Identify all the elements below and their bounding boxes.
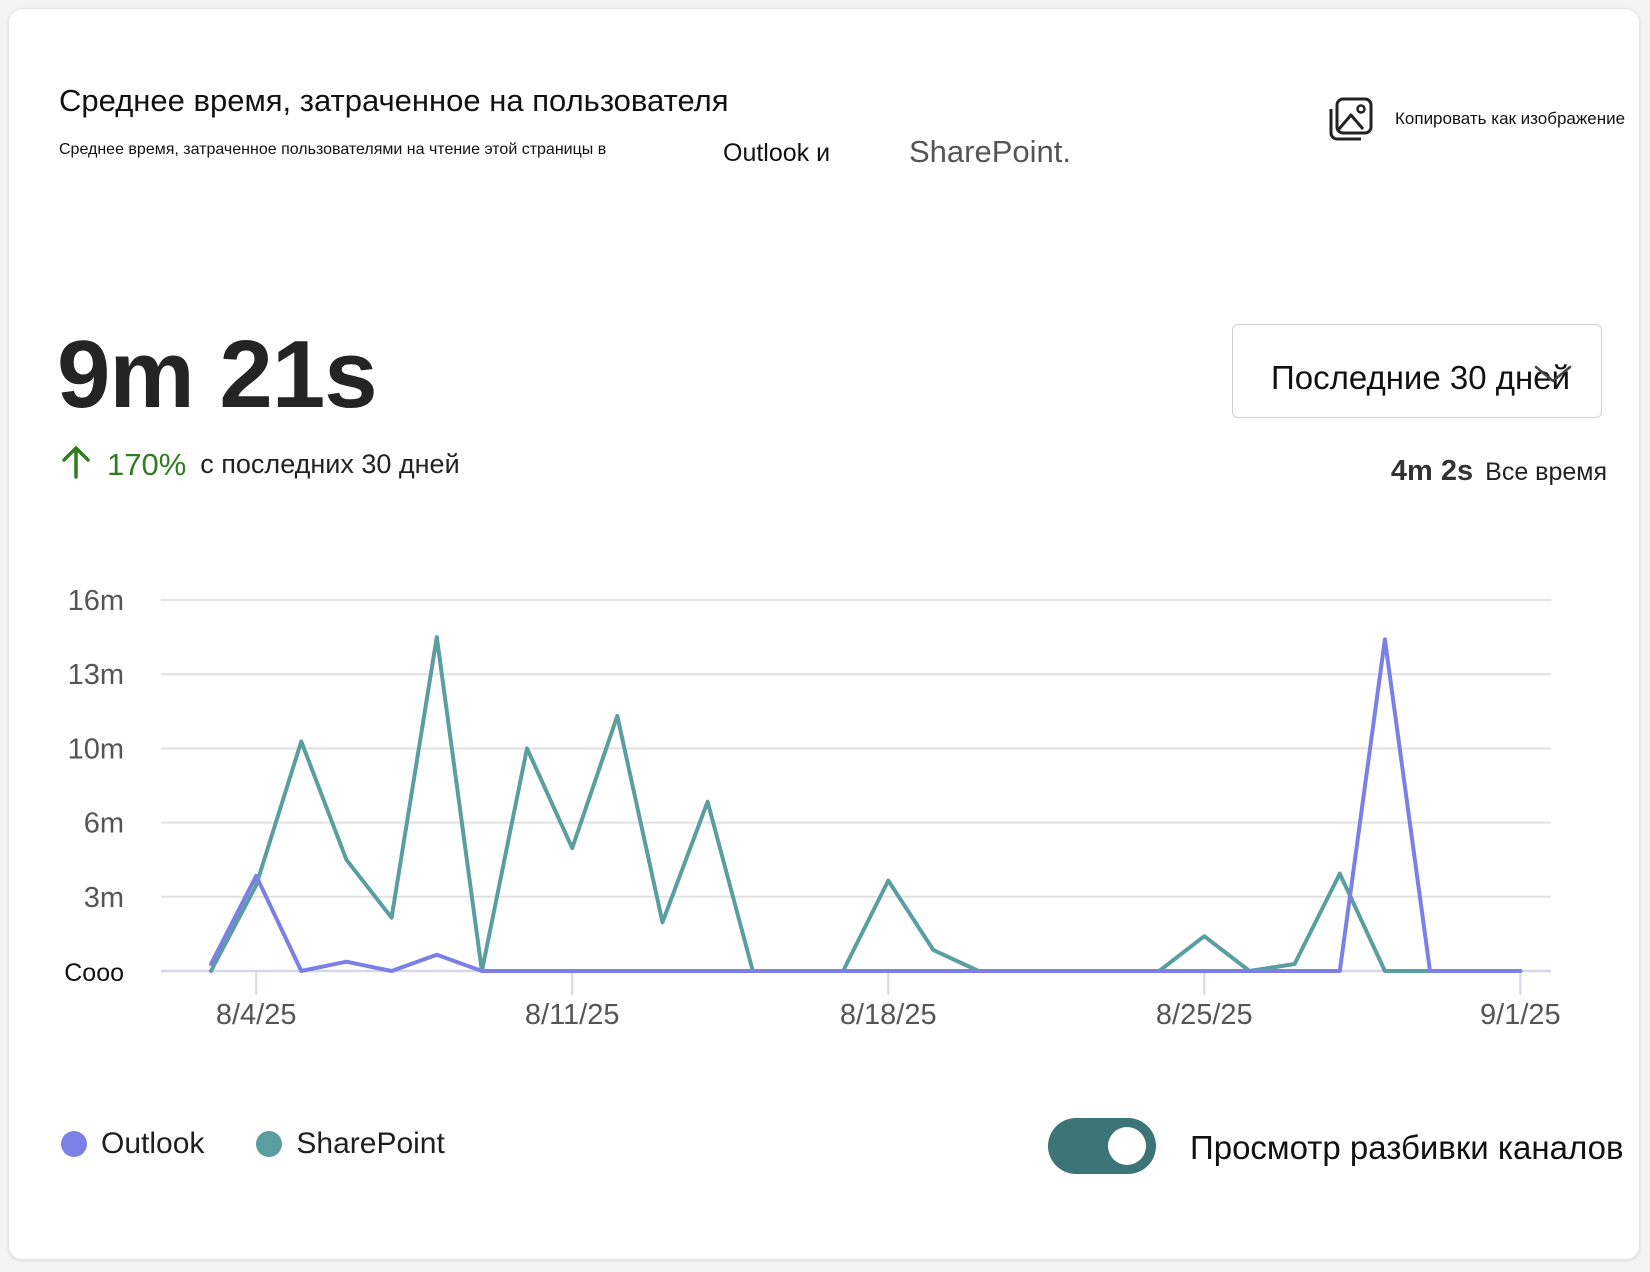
y-tick-label: 3m (84, 882, 124, 914)
trend-indicator: 170% с последних 30 дней (61, 445, 460, 484)
series-line-sharepoint (209, 635, 1523, 973)
channel-breakdown-label: Просмотр разбивки каналов (1190, 1129, 1624, 1166)
legend-item-sharepoint[interactable]: SharePoint (256, 1127, 445, 1161)
trend-text: с последних 30 дней (200, 449, 460, 479)
x-tick-label: 8/25/25 (1156, 999, 1253, 1031)
x-tick-label: 8/11/25 (525, 999, 620, 1031)
toggle-knob (1108, 1127, 1146, 1165)
y-tick-label: Cooo (64, 959, 124, 987)
date-range-dropdown[interactable]: Последние 30 дней (1232, 324, 1602, 418)
sharepoint-dot-icon (256, 1131, 283, 1157)
channel-breakdown-toggle[interactable] (1048, 1118, 1156, 1174)
copy-as-image-label: Копировать как изображение (1395, 109, 1626, 128)
all-time-stat: 4m 2s Все время (1391, 455, 1607, 488)
trend-percent: 170% (107, 446, 187, 482)
card-subtitle: Среднее время, затраченное пользователям… (59, 141, 607, 158)
y-tick-label: 16m (68, 585, 124, 617)
chevron-down-icon (1533, 363, 1573, 390)
legend-label-sharepoint: SharePoint (296, 1127, 445, 1160)
outlook-dot-icon (61, 1131, 87, 1157)
x-tick-label: 8/4/25 (216, 999, 297, 1031)
average-time-card: Среднее время, затраченное на пользовате… (8, 8, 1640, 1260)
legend-label-outlook: Outlook (101, 1127, 205, 1160)
arrow-up-icon (61, 445, 91, 484)
image-icon (1327, 95, 1375, 143)
all-time-value: 4m 2s (1390, 455, 1474, 487)
card-title: Среднее время, затраченное на пользовате… (59, 83, 729, 118)
average-time-value: 9m 21s (57, 321, 378, 428)
x-tick-label: 8/18/25 (840, 999, 937, 1031)
chart-legend: Outlook SharePoint (61, 1127, 497, 1161)
copy-as-image-button[interactable]: Копировать как изображение (1327, 95, 1625, 143)
x-tick-label: 9/1/25 (1480, 999, 1561, 1031)
y-tick-label: 6m (84, 808, 124, 840)
all-time-label: Все время (1485, 458, 1607, 486)
subtitle-sharepoint: SharePoint. (909, 134, 1071, 169)
series-line-outlook (209, 637, 1523, 973)
y-tick-label: 13m (68, 659, 124, 691)
legend-item-outlook[interactable]: Outlook (61, 1127, 204, 1161)
subtitle-outlook: Outlook и (723, 139, 831, 167)
date-range-selected: Последние 30 дней (1271, 359, 1571, 396)
y-tick-label: 10m (68, 733, 124, 765)
time-line-chart: Cooo 3m 6m 10m 13m 16m 8/4/25 8/11/25 8/18/25 8/2… (64, 585, 1561, 1031)
